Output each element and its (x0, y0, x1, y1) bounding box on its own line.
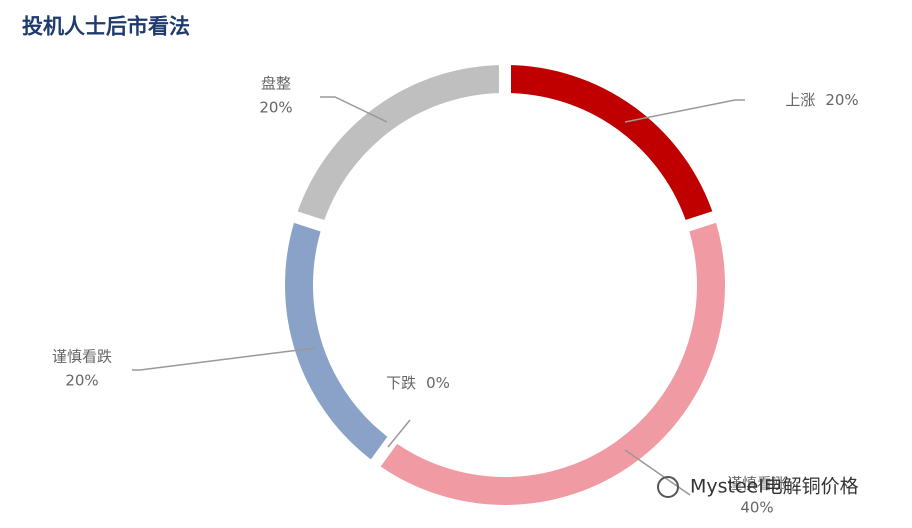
category-label: 下跌 (386, 374, 416, 392)
donut-slice (282, 52, 511, 236)
data-label: 上涨 20% (785, 91, 858, 109)
value-label: 20% (259, 99, 292, 117)
donut-slice (499, 52, 728, 236)
watermark: Mysteel电解铜价格 (690, 476, 859, 498)
leader-line (624, 449, 691, 496)
data-label: 下跌 0% (386, 374, 450, 392)
category-label: 谨慎看跌 (52, 348, 112, 366)
chart-title: 投机人士后市看法 (22, 14, 190, 39)
donut-slice (273, 207, 405, 477)
watermark-icon (657, 476, 679, 498)
category-label: 上涨 (785, 91, 815, 109)
leader-line (387, 419, 411, 448)
leader-line (132, 347, 316, 371)
donut-slice (363, 207, 737, 517)
category-label: 谨慎看涨 (727, 475, 787, 493)
value-label: 20% (825, 91, 858, 109)
leader-line (320, 96, 388, 123)
category-label: 盘整 (261, 75, 291, 93)
value-label: 20% (65, 372, 98, 390)
leader-line (624, 99, 745, 123)
value-label: 0% (426, 374, 450, 392)
value-label: 40% (740, 499, 773, 517)
